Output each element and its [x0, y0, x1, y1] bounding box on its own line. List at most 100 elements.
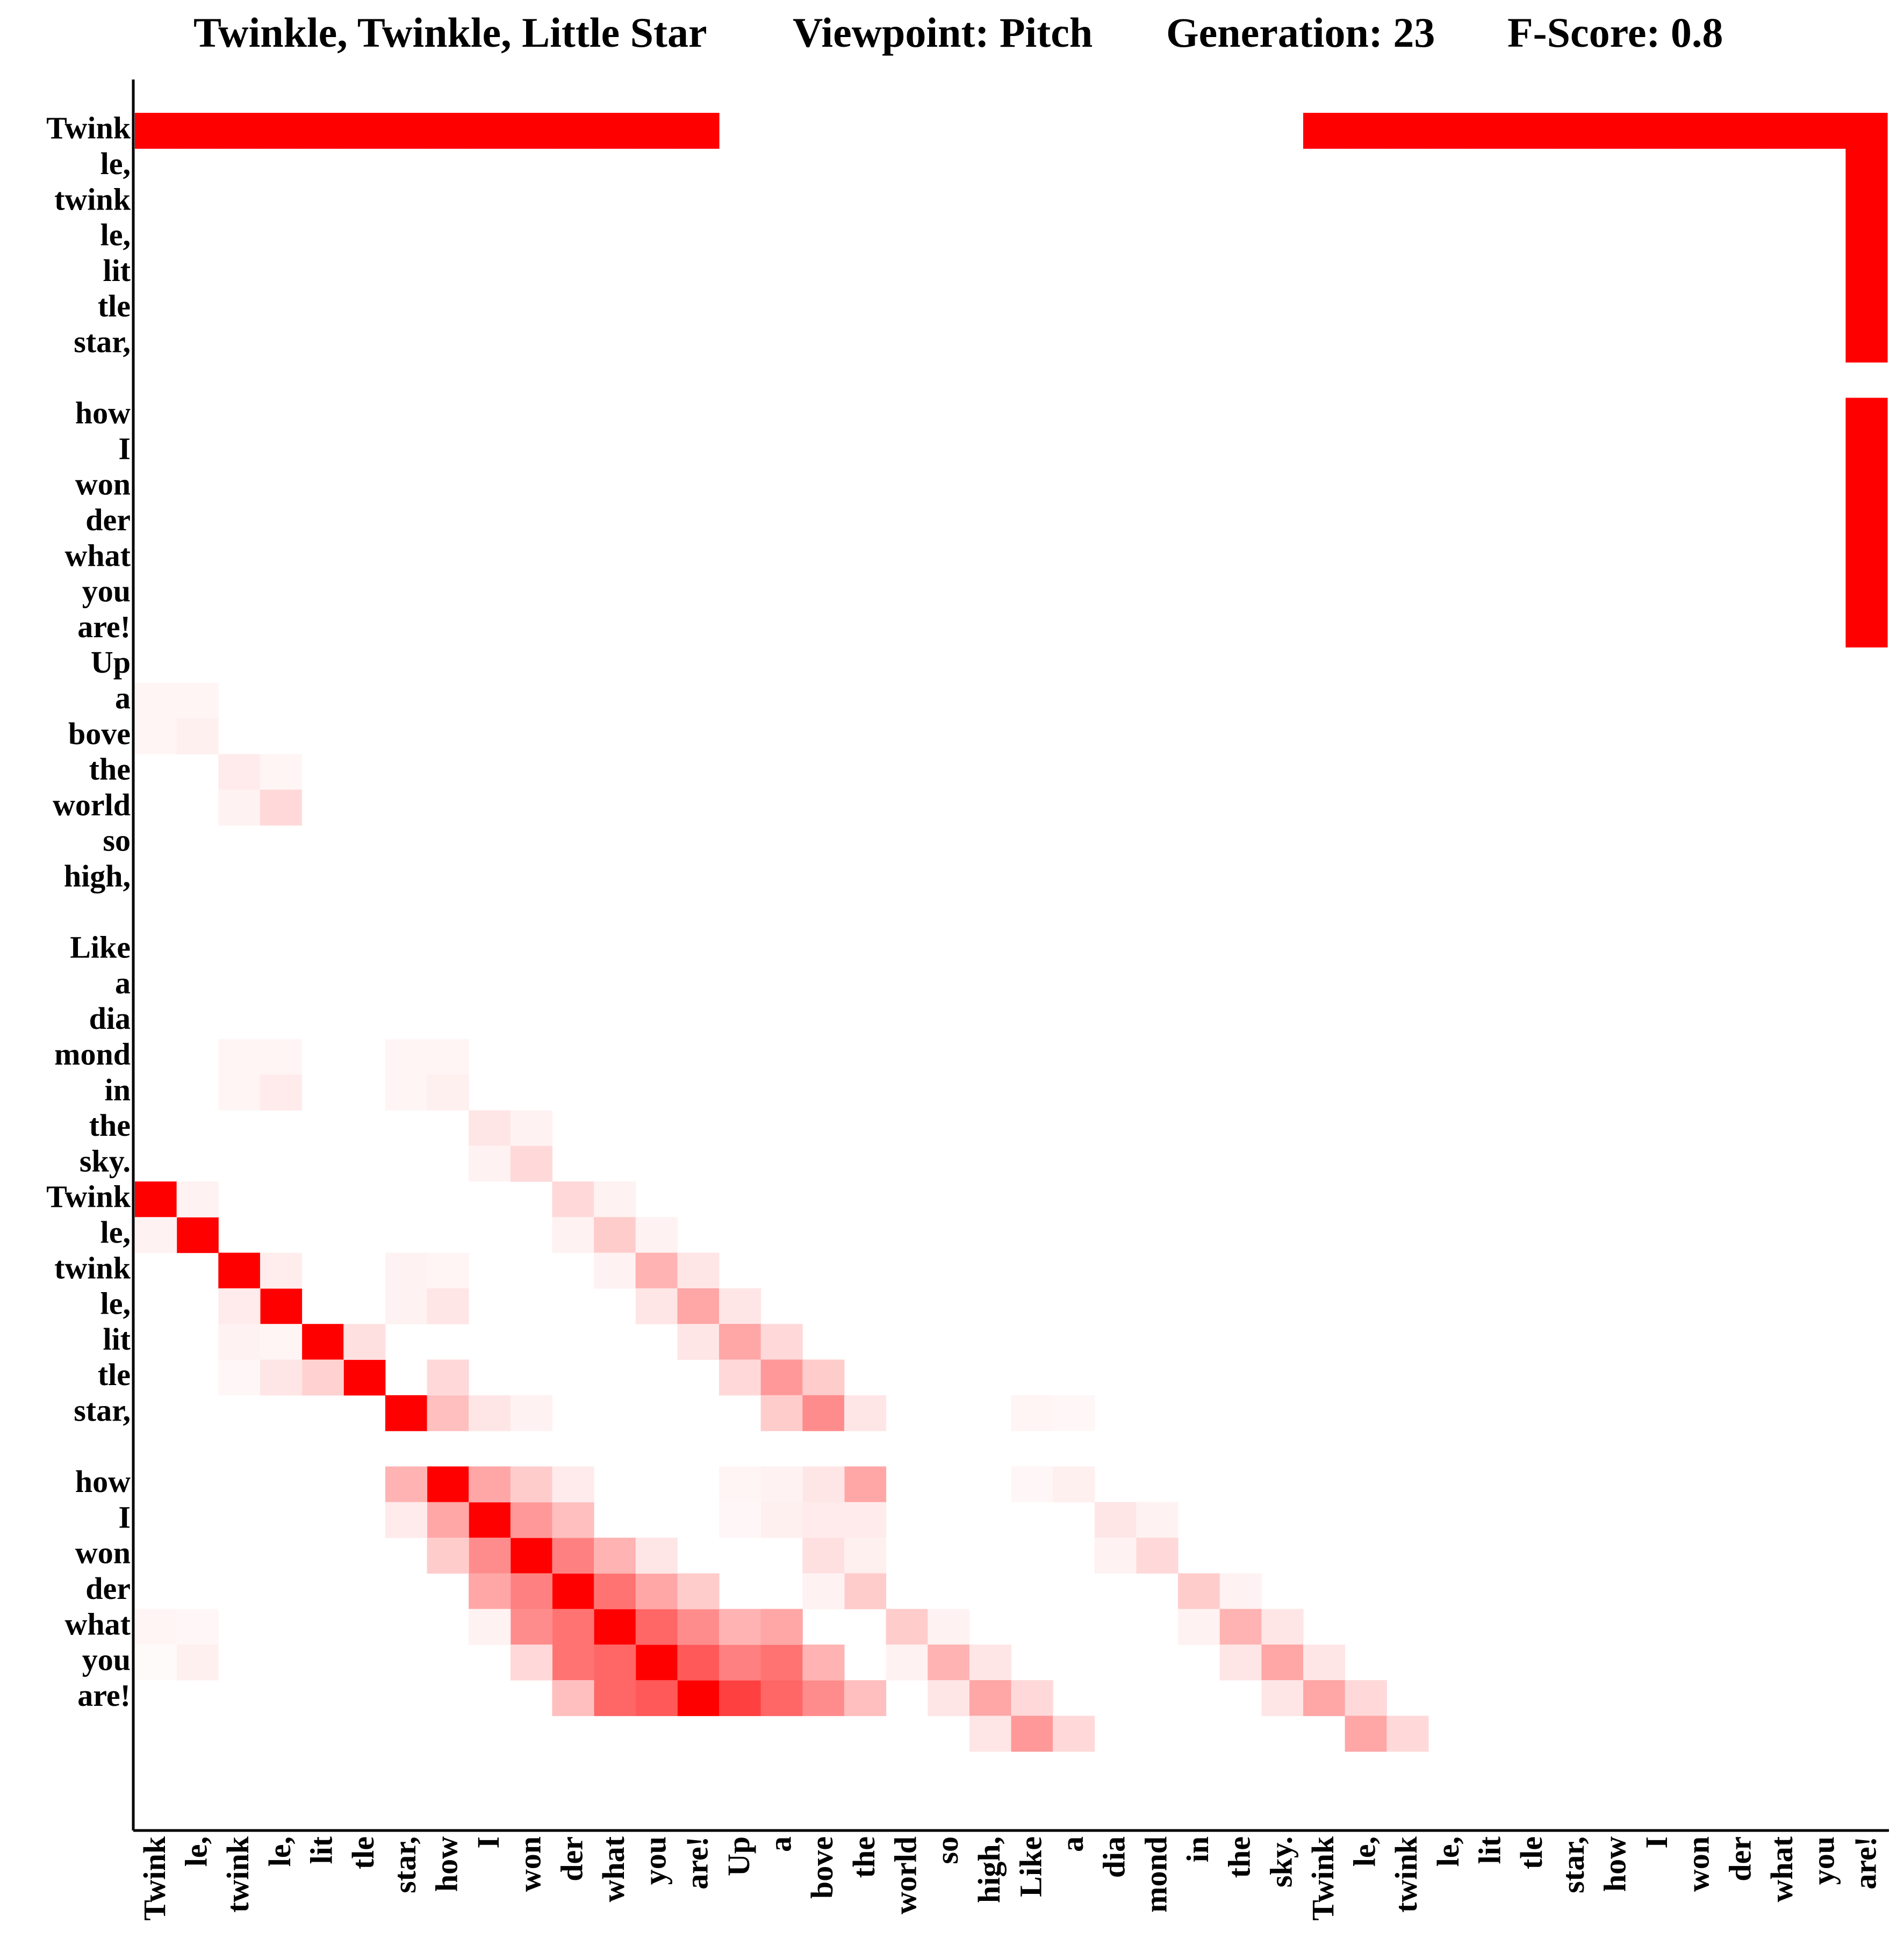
y-tick-label: how — [75, 395, 131, 430]
y-tick-label: a — [115, 965, 131, 1000]
heatmap-cell — [552, 1217, 594, 1253]
heatmap-cell — [635, 1252, 678, 1289]
heatmap-cell — [1845, 326, 1888, 363]
y-tick-label: tle — [98, 1357, 131, 1392]
heatmap-cell — [719, 1466, 761, 1503]
heatmap-cell — [1136, 1538, 1179, 1574]
heatmap-cell — [260, 1252, 303, 1289]
heatmap-cell — [176, 113, 219, 149]
heatmap-cell — [844, 1502, 887, 1538]
heatmap-cell — [260, 1039, 303, 1075]
heatmap-cell — [1720, 113, 1763, 149]
x-tick-label: mond — [1138, 1836, 1173, 1913]
heatmap-cell — [1053, 1395, 1095, 1431]
heatmap-cell — [635, 1680, 678, 1717]
heatmap-cell — [802, 1502, 845, 1538]
heatmap-cell — [802, 1573, 845, 1610]
heatmap-cell — [218, 113, 261, 149]
heatmap-cell — [1178, 1609, 1220, 1645]
heatmap-cell — [218, 1252, 261, 1289]
heatmap-cell — [510, 1395, 552, 1431]
heatmap-cell — [802, 1644, 845, 1681]
heatmap-cell — [385, 1395, 428, 1431]
heatmap-cell — [1053, 1716, 1095, 1752]
heatmap-cell — [1845, 113, 1888, 149]
x-tick-label: what — [1764, 1836, 1799, 1902]
heatmap-cell — [1303, 1680, 1346, 1717]
heatmap-cell — [135, 1644, 177, 1681]
y-tick-label: dia — [89, 1001, 131, 1036]
x-tick-label: the — [1222, 1836, 1257, 1878]
x-tick-label: what — [596, 1836, 631, 1902]
heatmap-cell — [510, 113, 552, 149]
heatmap-cell — [218, 1075, 261, 1111]
heatmap-cell — [719, 1502, 761, 1538]
x-tick-label: der — [1722, 1836, 1757, 1882]
x-tick-label: star, — [387, 1836, 422, 1893]
y-tick-label: lit — [103, 1322, 131, 1357]
y-tick-label: you — [82, 1642, 131, 1677]
heatmap-cell — [1011, 1680, 1053, 1717]
heatmap-cell — [760, 1609, 803, 1645]
heatmap-cell — [176, 1181, 219, 1217]
y-tick-label: lit — [103, 253, 131, 288]
chart-title-viewpoint: Viewpoint: Pitch — [793, 9, 1093, 56]
heatmap-cells — [135, 113, 1888, 1752]
heatmap-cell — [469, 1466, 511, 1503]
heatmap-cell — [1845, 611, 1888, 648]
heatmap-cell — [928, 1680, 970, 1717]
heatmap-cell — [760, 1644, 803, 1681]
heatmap-cell — [719, 1680, 761, 1717]
heatmap-cell — [427, 1359, 469, 1396]
heatmap-cell — [469, 1145, 511, 1182]
heatmap-cell — [760, 1680, 803, 1717]
heatmap-cell — [969, 1644, 1012, 1681]
heatmap-cell — [301, 113, 344, 149]
heatmap-cell — [886, 1609, 928, 1645]
heatmap-cell — [1345, 1680, 1387, 1717]
heatmap-cell — [928, 1644, 970, 1681]
heatmap-cell — [760, 1324, 803, 1360]
heatmap-cell — [385, 1252, 428, 1289]
heatmap-cell — [719, 1644, 761, 1681]
heatmap-cell — [427, 1502, 469, 1538]
heatmap-cell — [635, 113, 678, 149]
chart-title-generation: Generation: 23 — [1166, 9, 1435, 56]
heatmap-cell — [385, 1502, 428, 1538]
heatmap-cell — [594, 1644, 636, 1681]
y-tick-label: I — [118, 1500, 131, 1534]
x-tick-label: le, — [179, 1836, 214, 1866]
y-tick-label: der — [85, 502, 131, 537]
heatmap-cell — [1261, 1680, 1304, 1717]
heatmap-cell — [301, 1359, 344, 1396]
y-tick-label: what — [65, 1606, 131, 1641]
heatmap-cell — [552, 1609, 594, 1645]
heatmap-cell — [969, 1680, 1012, 1717]
y-tick-label: are! — [77, 1678, 131, 1713]
x-tick-label: sky. — [1263, 1836, 1298, 1887]
heatmap-cell — [385, 1039, 428, 1075]
x-tick-label: tle — [346, 1836, 380, 1869]
x-tick-label: dia — [1097, 1836, 1132, 1878]
x-tick-label: in — [1180, 1836, 1215, 1862]
heatmap-cell — [1845, 219, 1888, 256]
heatmap-cell — [677, 1680, 720, 1717]
heatmap-cell — [1219, 1573, 1262, 1610]
y-tick-label: the — [89, 1108, 131, 1143]
heatmap-cell — [218, 754, 261, 790]
heatmap-cell — [760, 1395, 803, 1431]
heatmap-cell — [1845, 540, 1888, 576]
y-tick-labels: Twinkle,twinkle,littlestar,howIwonderwha… — [46, 111, 131, 1713]
y-tick-label: der — [85, 1571, 131, 1606]
heatmap-cell — [1094, 1538, 1137, 1574]
y-tick-label: Twink — [46, 1179, 131, 1214]
heatmap-cell — [427, 1039, 469, 1075]
heatmap-cell — [1804, 113, 1846, 149]
heatmap-cell — [552, 1466, 594, 1503]
heatmap-cell — [969, 1716, 1012, 1752]
y-tick-label: twink — [54, 1250, 131, 1285]
y-tick-label: le, — [100, 146, 131, 181]
heatmap-cell — [135, 1217, 177, 1253]
x-tick-label: lit — [1472, 1836, 1507, 1864]
